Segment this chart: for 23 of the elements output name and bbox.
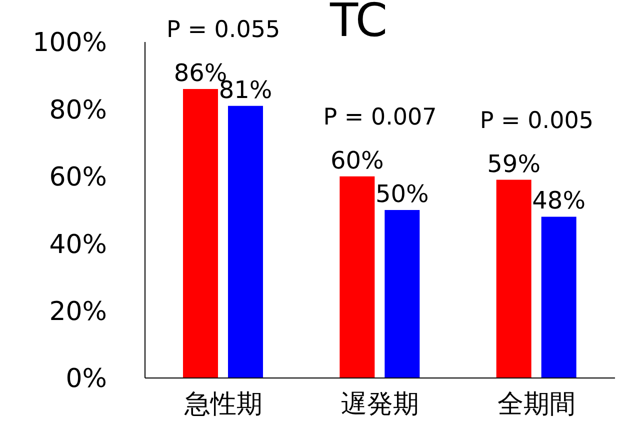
bar	[228, 106, 263, 378]
bar	[541, 216, 576, 378]
bar	[183, 89, 218, 378]
data-label: 59%	[487, 150, 541, 178]
annotation: P = 0.005	[480, 108, 594, 134]
y-tick-label: 20%	[49, 297, 107, 328]
annotation: P = 0.007	[323, 104, 437, 130]
bar	[384, 210, 420, 378]
x-tick-label: 全期間	[498, 389, 576, 420]
data-label: 50%	[375, 180, 429, 208]
data-label: 60%	[330, 146, 384, 174]
annotation: P = 0.055	[166, 17, 280, 44]
y-tick-label: 80%	[49, 95, 107, 126]
y-tick-label: 40%	[49, 230, 107, 260]
y-tick-label: 60%	[49, 162, 107, 193]
data-label: 48%	[532, 186, 586, 215]
x-tick-label: 遅発期	[341, 389, 419, 420]
y-tick-label: 100%	[32, 28, 107, 58]
bar	[340, 176, 375, 378]
chart-title: TC	[330, 0, 388, 48]
y-tick-label: 0%	[66, 364, 107, 394]
bar	[496, 180, 532, 378]
x-tick-label: 急性期	[183, 389, 262, 420]
